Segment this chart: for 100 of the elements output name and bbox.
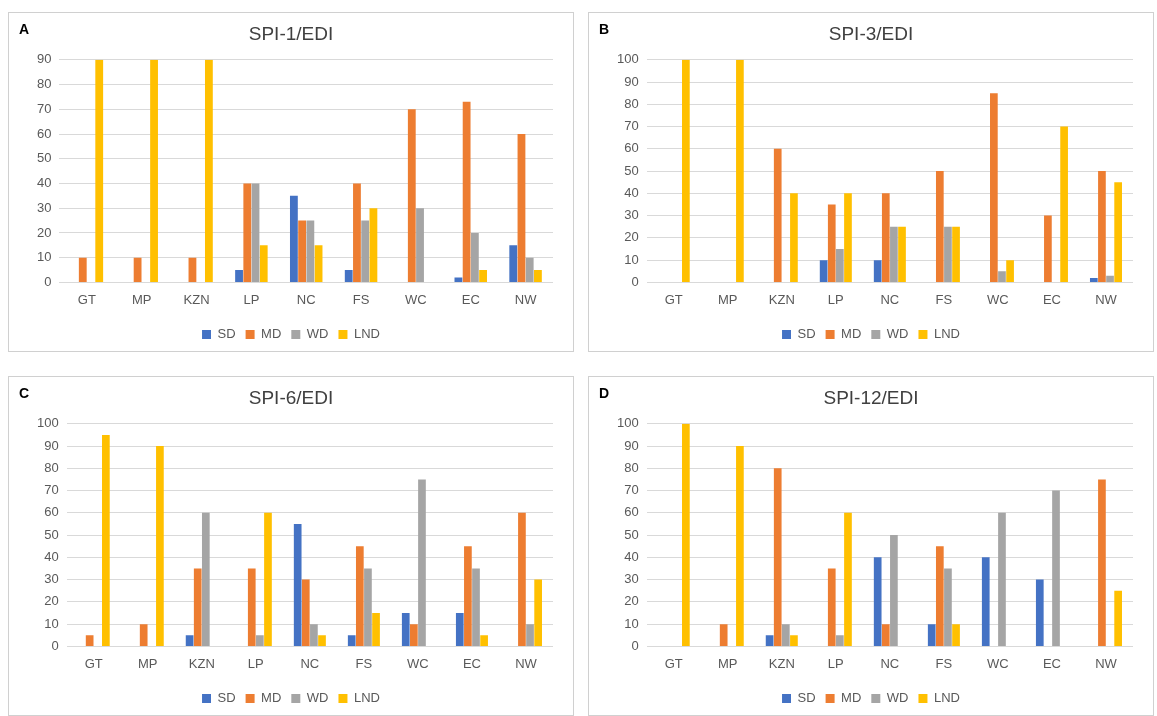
bar bbox=[525, 257, 534, 282]
bar bbox=[1052, 490, 1060, 646]
y-tick-label: 90 bbox=[624, 437, 639, 453]
legend-label: SD bbox=[797, 326, 816, 342]
y-tick-label: 40 bbox=[36, 175, 52, 191]
x-tick-label: KZN bbox=[768, 655, 795, 671]
legend-label: WD bbox=[306, 690, 329, 706]
bar bbox=[890, 535, 898, 646]
y-tick-label: 0 bbox=[631, 637, 639, 653]
bar bbox=[301, 579, 310, 646]
y-tick-label: 100 bbox=[616, 415, 639, 431]
x-tick-label: LP bbox=[243, 291, 260, 307]
bar bbox=[952, 226, 960, 282]
bar bbox=[247, 568, 256, 646]
y-tick-label: 10 bbox=[44, 615, 59, 631]
x-tick-label: WC bbox=[987, 291, 1009, 307]
y-tick-label: 40 bbox=[44, 548, 59, 564]
bar bbox=[1114, 590, 1122, 646]
legend-label: WD bbox=[306, 326, 329, 342]
y-tick-label: 60 bbox=[36, 125, 52, 141]
x-tick-label: MP bbox=[717, 655, 738, 671]
bar bbox=[289, 195, 298, 282]
bar bbox=[836, 635, 844, 646]
legend-label: MD bbox=[841, 690, 862, 706]
y-tick-label: 30 bbox=[624, 571, 639, 587]
y-tick-label: 10 bbox=[624, 615, 639, 631]
text: A bbox=[19, 21, 30, 37]
x-tick-label: WC bbox=[987, 655, 1009, 671]
legend-label: LND bbox=[933, 690, 960, 706]
bar bbox=[998, 512, 1006, 646]
y-tick-label: 70 bbox=[36, 100, 52, 116]
bar bbox=[719, 624, 728, 646]
y-tick-label: 70 bbox=[624, 482, 639, 498]
y-tick-label: 70 bbox=[624, 118, 639, 134]
x-tick-label: NW bbox=[514, 291, 538, 307]
bar bbox=[479, 270, 487, 282]
bar bbox=[927, 624, 936, 646]
y-tick-label: 0 bbox=[631, 273, 639, 289]
y-tick-label: 80 bbox=[624, 459, 639, 475]
y-tick-label: 40 bbox=[624, 184, 639, 200]
bar bbox=[1106, 275, 1114, 282]
x-tick-label: KZN bbox=[768, 291, 795, 307]
bar bbox=[156, 446, 164, 646]
x-tick-label: NC bbox=[880, 291, 900, 307]
text: C bbox=[19, 385, 30, 401]
bar bbox=[682, 423, 690, 646]
y-tick-label: 50 bbox=[36, 150, 52, 166]
x-tick-label: FS bbox=[935, 291, 953, 307]
bar bbox=[455, 613, 464, 646]
y-tick-label: 30 bbox=[44, 571, 59, 587]
x-tick-label: LP bbox=[827, 291, 844, 307]
bar bbox=[416, 208, 424, 282]
y-tick-label: 20 bbox=[624, 593, 639, 609]
bar bbox=[204, 59, 213, 282]
legend-label: LND bbox=[353, 326, 380, 342]
x-tick-label: MP bbox=[137, 655, 158, 671]
bar bbox=[844, 193, 852, 282]
bar bbox=[139, 624, 148, 646]
x-tick-label: EC bbox=[461, 291, 480, 307]
bar bbox=[256, 635, 264, 646]
bar bbox=[472, 568, 480, 646]
x-tick-label: FS bbox=[352, 291, 370, 307]
x-tick-label: NC bbox=[880, 655, 900, 671]
y-tick-label: 60 bbox=[624, 140, 639, 156]
bar bbox=[765, 635, 774, 646]
legend-label: MD bbox=[261, 690, 282, 706]
bar bbox=[819, 260, 828, 282]
y-tick-label: 20 bbox=[36, 224, 52, 240]
bar bbox=[369, 208, 378, 282]
x-tick-label: FS bbox=[935, 655, 953, 671]
bar bbox=[318, 635, 326, 646]
bar bbox=[102, 434, 110, 646]
x-tick-label: NW bbox=[1095, 655, 1118, 671]
bar bbox=[201, 512, 210, 646]
bar bbox=[1089, 277, 1098, 282]
bar bbox=[873, 260, 882, 282]
y-tick-label: 70 bbox=[44, 482, 59, 498]
x-tick-label: GT bbox=[77, 291, 96, 307]
x-tick-label: MP bbox=[717, 291, 738, 307]
bar bbox=[827, 568, 836, 646]
bar bbox=[85, 635, 94, 646]
bar bbox=[944, 568, 952, 646]
y-tick-label: 90 bbox=[36, 51, 52, 67]
bar bbox=[534, 270, 542, 282]
bar bbox=[251, 183, 260, 282]
bar bbox=[881, 624, 890, 646]
bar bbox=[935, 171, 944, 282]
bar bbox=[881, 193, 890, 282]
bar bbox=[736, 59, 744, 282]
bar bbox=[410, 624, 418, 646]
bar bbox=[952, 624, 960, 646]
bar bbox=[259, 245, 268, 282]
chart-title: SPI-1/EDI bbox=[248, 22, 334, 44]
bar bbox=[372, 613, 380, 646]
y-tick-label: 90 bbox=[624, 73, 639, 89]
y-tick-label: 10 bbox=[624, 251, 639, 267]
bar bbox=[264, 512, 272, 646]
bar bbox=[517, 134, 526, 282]
y-tick-label: 0 bbox=[44, 273, 52, 289]
bar bbox=[150, 59, 158, 282]
